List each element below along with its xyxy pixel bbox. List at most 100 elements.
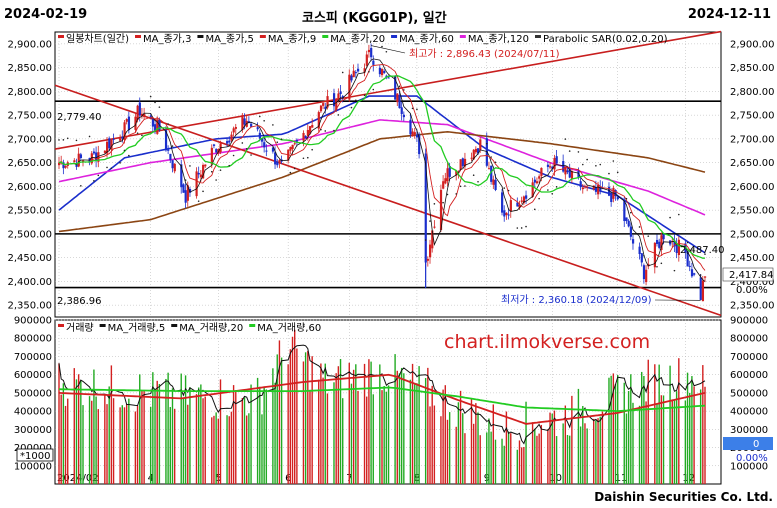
volume-bar xyxy=(204,396,206,484)
price-tick-label-right: 2,850.00 xyxy=(730,63,775,74)
candle-body xyxy=(448,165,451,177)
volume-bar xyxy=(213,415,215,484)
candle-body xyxy=(188,188,192,193)
volume-bar xyxy=(523,446,525,484)
price-tick-label-left: 2,400.00 xyxy=(7,277,52,288)
volume-bar xyxy=(671,399,673,484)
candle-body xyxy=(110,139,113,150)
volume-bar xyxy=(704,386,706,484)
price-tick-label-right: 2,650.00 xyxy=(730,158,775,169)
volume-bar xyxy=(494,439,497,484)
volume-tick-label-right: 800000 xyxy=(730,334,768,345)
candle-body xyxy=(169,153,172,160)
candle-body xyxy=(642,265,646,280)
volume-bar xyxy=(403,373,405,484)
candle-body xyxy=(645,269,648,283)
sar-dot xyxy=(638,226,641,228)
candle-body xyxy=(463,158,467,167)
sar-dot xyxy=(381,45,383,48)
volume-bar xyxy=(280,357,283,484)
candle-body xyxy=(79,154,83,159)
candle-body xyxy=(112,138,115,140)
candle-body xyxy=(180,164,183,188)
volume-bar xyxy=(274,382,276,484)
sar-dot xyxy=(608,172,610,175)
volume-tick-label-right: 900000 xyxy=(730,316,768,327)
sar-dot xyxy=(202,190,204,193)
sar-dot xyxy=(197,200,200,202)
candle-body xyxy=(204,164,207,167)
sar-dot xyxy=(424,239,427,241)
sar-dot xyxy=(293,167,296,170)
candle-body xyxy=(75,163,78,167)
candle-body xyxy=(317,112,320,129)
volume-bar xyxy=(134,411,137,484)
volume-bar xyxy=(505,411,508,484)
candle-body xyxy=(73,160,76,163)
volume-bar xyxy=(62,383,65,484)
candle-body xyxy=(686,251,689,267)
candle-body xyxy=(378,67,382,75)
volume-bar xyxy=(689,392,691,484)
last-volume-box xyxy=(723,437,773,450)
legend-swatch xyxy=(171,324,178,327)
candle-body xyxy=(341,96,344,99)
volume-bar xyxy=(431,385,433,484)
volume-bar xyxy=(440,416,442,484)
candle-body xyxy=(610,192,613,203)
candle-body xyxy=(356,68,360,72)
volume-bar xyxy=(143,391,145,484)
volume-bar xyxy=(479,435,481,484)
candle-body xyxy=(455,170,458,176)
volume-bar xyxy=(501,438,503,484)
candle-body xyxy=(535,181,539,184)
volume-bar xyxy=(250,384,252,484)
volume-tick-label-right: 300000 xyxy=(730,425,768,436)
volume-bar xyxy=(551,413,553,484)
volume-bar xyxy=(171,388,174,484)
candle-body xyxy=(505,212,508,216)
volume-bar xyxy=(579,426,582,484)
candle-body xyxy=(509,200,512,212)
sar-dot xyxy=(128,154,130,157)
candle-body xyxy=(335,98,338,110)
volume-bar xyxy=(363,363,366,484)
sar-dot xyxy=(136,132,139,134)
end-date: 2024-12-11 xyxy=(687,7,771,22)
candle-body xyxy=(675,243,678,254)
candle-body xyxy=(487,168,491,170)
candle-body xyxy=(256,127,259,130)
sar-dot xyxy=(289,171,292,174)
volume-bar xyxy=(154,388,156,484)
volume-bar xyxy=(136,405,139,484)
candle-body xyxy=(64,165,67,168)
x-tick-label: 12 xyxy=(682,473,695,484)
volume-bar xyxy=(457,402,460,484)
volume-tick-label-left: 600000 xyxy=(14,370,52,381)
price-tick-label-right: 2,400.00 xyxy=(730,277,775,288)
volume-bar xyxy=(645,401,647,484)
candle-body xyxy=(265,150,268,152)
volume-bar xyxy=(547,429,549,484)
candle-body xyxy=(302,132,305,141)
volume-bar xyxy=(119,407,121,484)
candle-body xyxy=(522,196,526,204)
sar-dot xyxy=(75,139,78,142)
candle-body xyxy=(472,149,475,160)
volume-bar xyxy=(516,449,519,484)
volume-bar xyxy=(414,382,416,484)
legend-swatch xyxy=(249,324,256,327)
ma-5-line xyxy=(58,58,706,282)
volume-bar xyxy=(189,387,191,484)
volume-bar xyxy=(228,416,230,484)
sar-dot xyxy=(58,139,60,141)
volume-bar xyxy=(669,365,671,484)
volume-bar xyxy=(566,434,569,484)
volume-bar xyxy=(230,411,233,484)
candle-body xyxy=(230,134,233,141)
candle-body xyxy=(291,144,294,150)
candle-body xyxy=(276,161,279,166)
volume-bar xyxy=(492,404,495,484)
volume-bar xyxy=(656,404,658,484)
